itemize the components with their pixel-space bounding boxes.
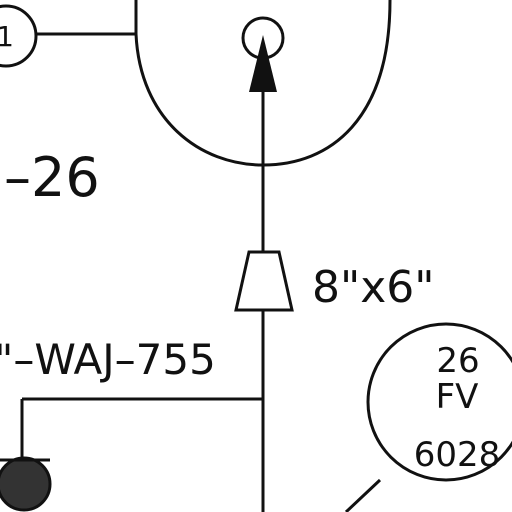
line-ref-label: –26 <box>4 146 100 209</box>
reducer-symbol <box>234 250 294 312</box>
instrument-bubble-left-label: 1 <box>0 20 14 53</box>
fv-tag-loop: 6028 <box>414 435 501 475</box>
fv-tag-number: 26 <box>436 341 479 381</box>
flow-arrow-head <box>249 35 277 92</box>
line-number-label: "–WAJ–755 <box>0 335 216 384</box>
valve-body-filled <box>0 456 52 512</box>
fv-tag-type: FV <box>436 377 479 417</box>
instrument-bubble-left <box>0 4 38 68</box>
fv-instrument-bubble <box>366 322 512 482</box>
fv-instrument-leader <box>344 478 382 512</box>
reducer-size-label: 8"x6" <box>312 262 435 313</box>
